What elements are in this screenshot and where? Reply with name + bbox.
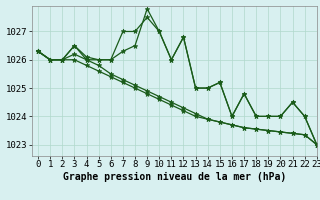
X-axis label: Graphe pression niveau de la mer (hPa): Graphe pression niveau de la mer (hPa): [63, 172, 286, 182]
